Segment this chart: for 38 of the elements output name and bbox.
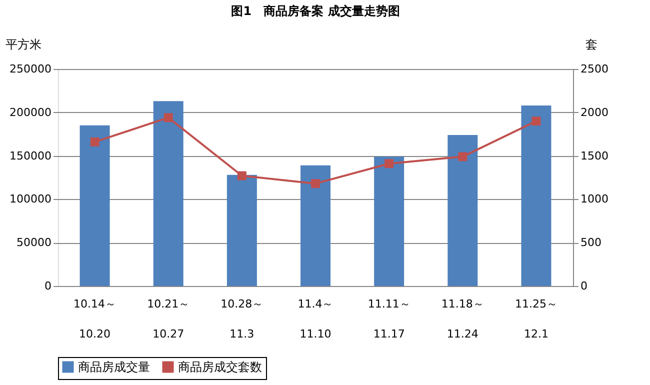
y2-tick-label: 0: [580, 280, 588, 292]
point: [237, 171, 246, 180]
point: [384, 159, 394, 168]
y2-tick-label: 2500: [580, 62, 608, 76]
bar: [448, 134, 478, 286]
y-tick-label: 150000: [10, 149, 52, 162]
chart-title: 图1 商品房备案 成交量走势图: [231, 4, 400, 18]
point: [311, 179, 320, 188]
point: [90, 137, 100, 146]
category-label: 11.4～ 11.10: [298, 298, 334, 340]
y-tick-label: 50000: [16, 236, 52, 250]
y2-tick-label: 1000: [580, 192, 608, 206]
bar: [521, 105, 552, 286]
y-axis-title: 平方米: [6, 38, 42, 52]
category-label: 11.25～ 12.1: [514, 298, 558, 340]
y-tick-label: 250000: [10, 62, 52, 76]
point: [164, 113, 173, 122]
category-label: 10.14～ 10.20: [74, 298, 116, 340]
y-tick-label: 100000: [10, 192, 52, 206]
category-label: 10.28～ 11.3: [220, 298, 264, 340]
legend-label: 商品房成交套数: [178, 360, 262, 374]
bar: [80, 125, 110, 286]
bar: [226, 174, 257, 286]
y2-tick-label: 1500: [580, 149, 608, 162]
y2-tick-label: 500: [580, 236, 602, 250]
legend-label: 商品房成交量: [78, 360, 150, 374]
y2-tick-label: 2000: [580, 106, 608, 119]
bar: [300, 165, 330, 286]
point: [458, 152, 468, 162]
point: [532, 116, 541, 126]
bar: [153, 101, 184, 286]
category-label: 11.11～ 11.17: [368, 298, 410, 340]
category-label: 10.21～ 10.27: [147, 298, 190, 340]
category-label: 11.18～ 11.24: [441, 298, 484, 340]
bar: [374, 156, 404, 286]
y-tick-label: 200000: [10, 106, 52, 119]
y-tick-label: 0: [44, 280, 52, 292]
y2-axis-title: 套: [586, 38, 598, 52]
